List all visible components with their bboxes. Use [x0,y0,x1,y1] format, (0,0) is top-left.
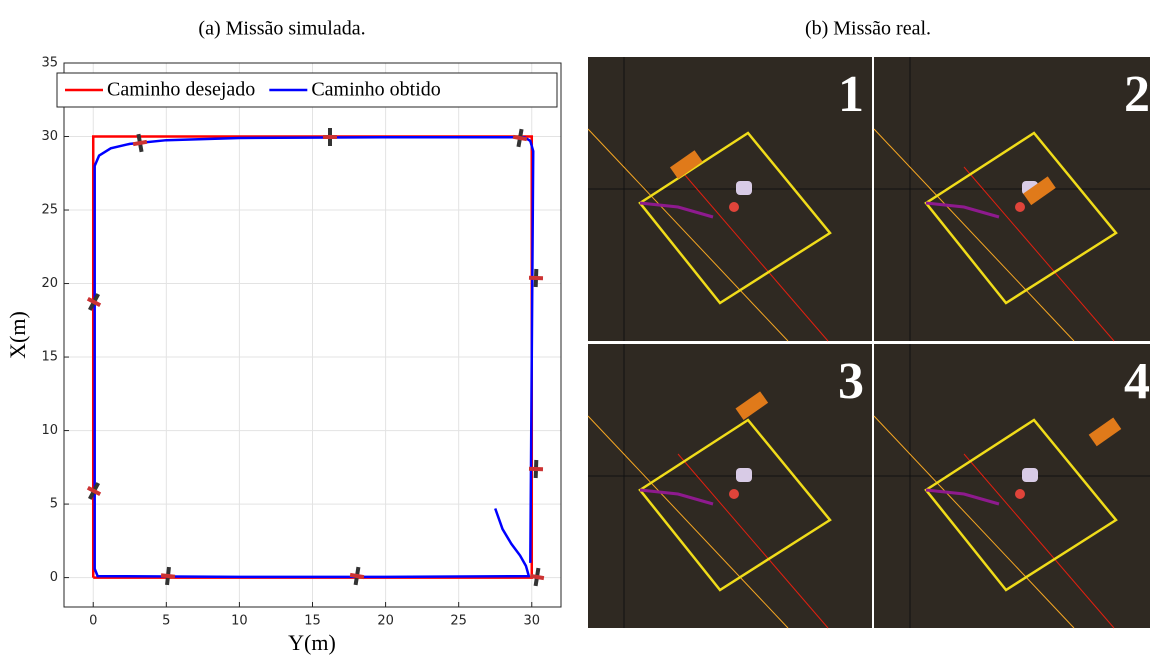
ray [677,453,829,629]
x-tick-label: 10 [231,614,248,629]
robot-body [323,135,337,139]
frame-bg [874,344,1150,628]
y-tick-label: 35 [41,56,58,71]
pin [1015,202,1025,212]
robot [669,150,703,179]
pin [729,202,739,212]
marker [736,181,752,195]
frame: 3 [587,344,872,629]
pin [1015,489,1025,499]
marker [1022,468,1038,482]
x-tick-label: 0 [89,614,97,629]
x-tick-label: 20 [377,614,394,629]
robot-icon [86,293,102,311]
chart-title: (a) Missão simulada. [198,18,365,40]
robot-body [528,466,544,472]
panel-title: (b) Missão real. [805,18,931,40]
y-tick-label: 5 [50,497,58,512]
robot-body [86,485,102,497]
mission-square [638,418,832,592]
ray [587,415,789,629]
pin [729,489,739,499]
frame-number: 4 [1124,353,1150,410]
frame: 2 [873,57,1150,342]
robot-icon [349,566,365,586]
y-tick-label: 10 [41,423,58,438]
ray [873,128,1075,342]
robot-body [528,275,544,281]
ray [963,166,1115,342]
robot-body [512,134,528,142]
frame-bg [588,344,872,628]
robot-icon [528,268,544,288]
frame: 4 [873,344,1150,629]
plot-frame [63,62,562,608]
robot-body [349,572,365,580]
y-tick-label: 20 [41,276,58,291]
robot-body [529,573,545,581]
trace [925,488,1000,506]
robot-icon [323,128,337,146]
x-tick-label: 15 [304,614,321,629]
x-tick-label: 5 [162,614,170,629]
legend-label: Caminho desejado [107,79,255,101]
mission-square [924,131,1118,305]
x-tick-label: 25 [450,614,467,629]
ray [873,415,1075,629]
robot-body [132,139,148,147]
y-tick-label: 25 [41,203,58,218]
frame-number: 3 [838,353,864,410]
trace [639,488,714,506]
y-tick-label: 15 [41,350,58,365]
robot-body [160,573,176,579]
y-tick-label: 30 [41,129,58,144]
robot-icon [132,133,148,153]
robot-icon [529,567,545,587]
robot [1023,176,1056,206]
robot-icon [160,566,176,586]
x-tick-label: 30 [523,614,540,629]
mission-square [638,131,832,305]
robot [1088,417,1122,447]
robot-body [86,296,102,308]
ray [587,128,789,342]
x-axis-label: Y(m) [288,630,336,655]
robot-icon [86,482,102,500]
y-axis-label: X(m) [5,311,30,359]
y-tick-label: 0 [50,570,58,585]
trace [639,201,714,219]
frame-number: 2 [1124,66,1150,123]
frame-number: 1 [838,66,864,123]
frame-bg [588,57,872,341]
robot-icon [512,128,528,148]
trace [925,201,1000,219]
mission-square [924,418,1118,592]
legend-label: Caminho obtido [311,79,440,101]
ray [677,166,829,342]
robot-icon [528,459,544,479]
data-line [93,135,535,579]
frame-bg [874,57,1150,341]
robot [735,391,769,420]
frame: 1 [587,57,872,342]
marker [736,468,752,482]
ray [963,453,1115,629]
